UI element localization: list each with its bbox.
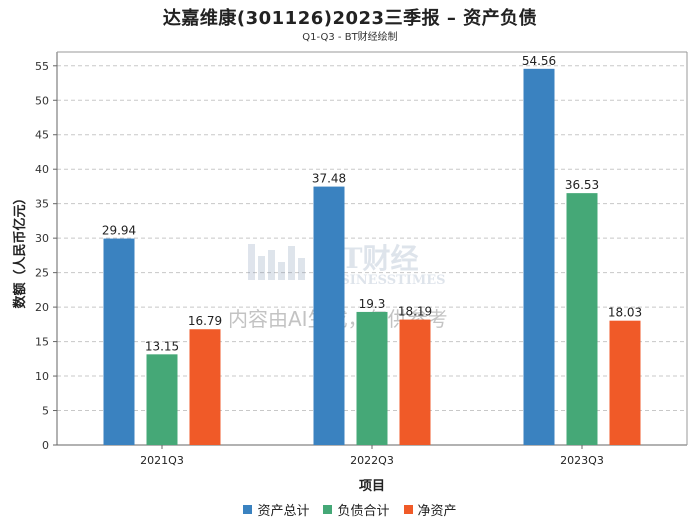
y-tick-label: 45 xyxy=(35,129,49,142)
bars xyxy=(103,68,641,446)
bar xyxy=(566,193,598,445)
data-label: 37.48 xyxy=(312,172,346,186)
bar xyxy=(523,68,555,446)
bar xyxy=(609,320,641,445)
y-tick-label: 50 xyxy=(35,94,49,107)
watermark: BT财经 BUSINESSTIMES xyxy=(248,242,446,288)
bt-logo-icon xyxy=(248,244,305,280)
legend-swatch-assets xyxy=(243,505,253,514)
legend-swatch-liabilities xyxy=(323,505,333,514)
legend-label-liabilities: 负债合计 xyxy=(337,504,390,519)
legend-item-liabilities: 负债合计 xyxy=(323,500,390,519)
legend: 资产总计 负债合计 净资产 xyxy=(0,500,700,519)
legend-label-assets: 资产总计 xyxy=(257,504,310,519)
y-tick-label: 30 xyxy=(35,232,49,245)
data-label: 29.94 xyxy=(102,224,136,238)
bar xyxy=(103,238,135,445)
y-tick-label: 25 xyxy=(35,267,49,280)
data-label: 13.15 xyxy=(145,339,179,353)
y-tick-label: 40 xyxy=(35,163,49,176)
data-label: 16.79 xyxy=(188,314,222,328)
bar xyxy=(146,354,178,445)
y-tick-label: 10 xyxy=(35,370,49,383)
y-tick-label: 35 xyxy=(35,198,49,211)
legend-item-net-assets: 净资产 xyxy=(403,500,457,519)
x-tick-label: 2021Q3 xyxy=(140,454,184,467)
data-label: 54.56 xyxy=(522,54,556,68)
bar xyxy=(399,319,431,445)
y-tick-label: 5 xyxy=(42,405,49,418)
x-axis-label: 项目 xyxy=(359,479,385,494)
legend-swatch-net-assets xyxy=(403,505,413,514)
y-tick-label: 20 xyxy=(35,301,49,314)
data-label: 18.03 xyxy=(608,306,642,320)
axes: 0 5 10 15 20 25 30 35 40 45 50 55 2021Q3 2022Q3 2023Q3 xyxy=(35,51,688,467)
y-tick-label: 55 xyxy=(35,60,49,73)
bar xyxy=(189,329,221,445)
legend-label-net-assets: 净资产 xyxy=(417,504,457,519)
chart-title: 达嘉维康(301126)2023三季报 – 资产负债 xyxy=(162,8,538,29)
watermark-brand-sub: BUSINESSTIMES xyxy=(318,273,446,288)
data-label: 18.19 xyxy=(398,305,432,319)
x-tick-label: 2022Q3 xyxy=(350,454,394,467)
chart-subtitle: Q1-Q3 - BT财经绘制 xyxy=(302,32,398,43)
bar xyxy=(313,186,345,445)
y-tick-label: 15 xyxy=(35,336,49,349)
bar xyxy=(356,311,388,445)
y-axis-label: 数额（人民币亿元） xyxy=(12,191,28,308)
legend-item-assets: 资产总计 xyxy=(243,500,309,519)
y-tick-label: 0 xyxy=(42,439,49,452)
x-tick-label: 2023Q3 xyxy=(560,454,604,467)
data-label: 36.53 xyxy=(565,178,599,192)
data-labels: 29.94 13.15 16.79 37.48 19.3 18.19 54.56 36.53 1… xyxy=(102,54,642,354)
data-label: 19.3 xyxy=(359,297,386,311)
